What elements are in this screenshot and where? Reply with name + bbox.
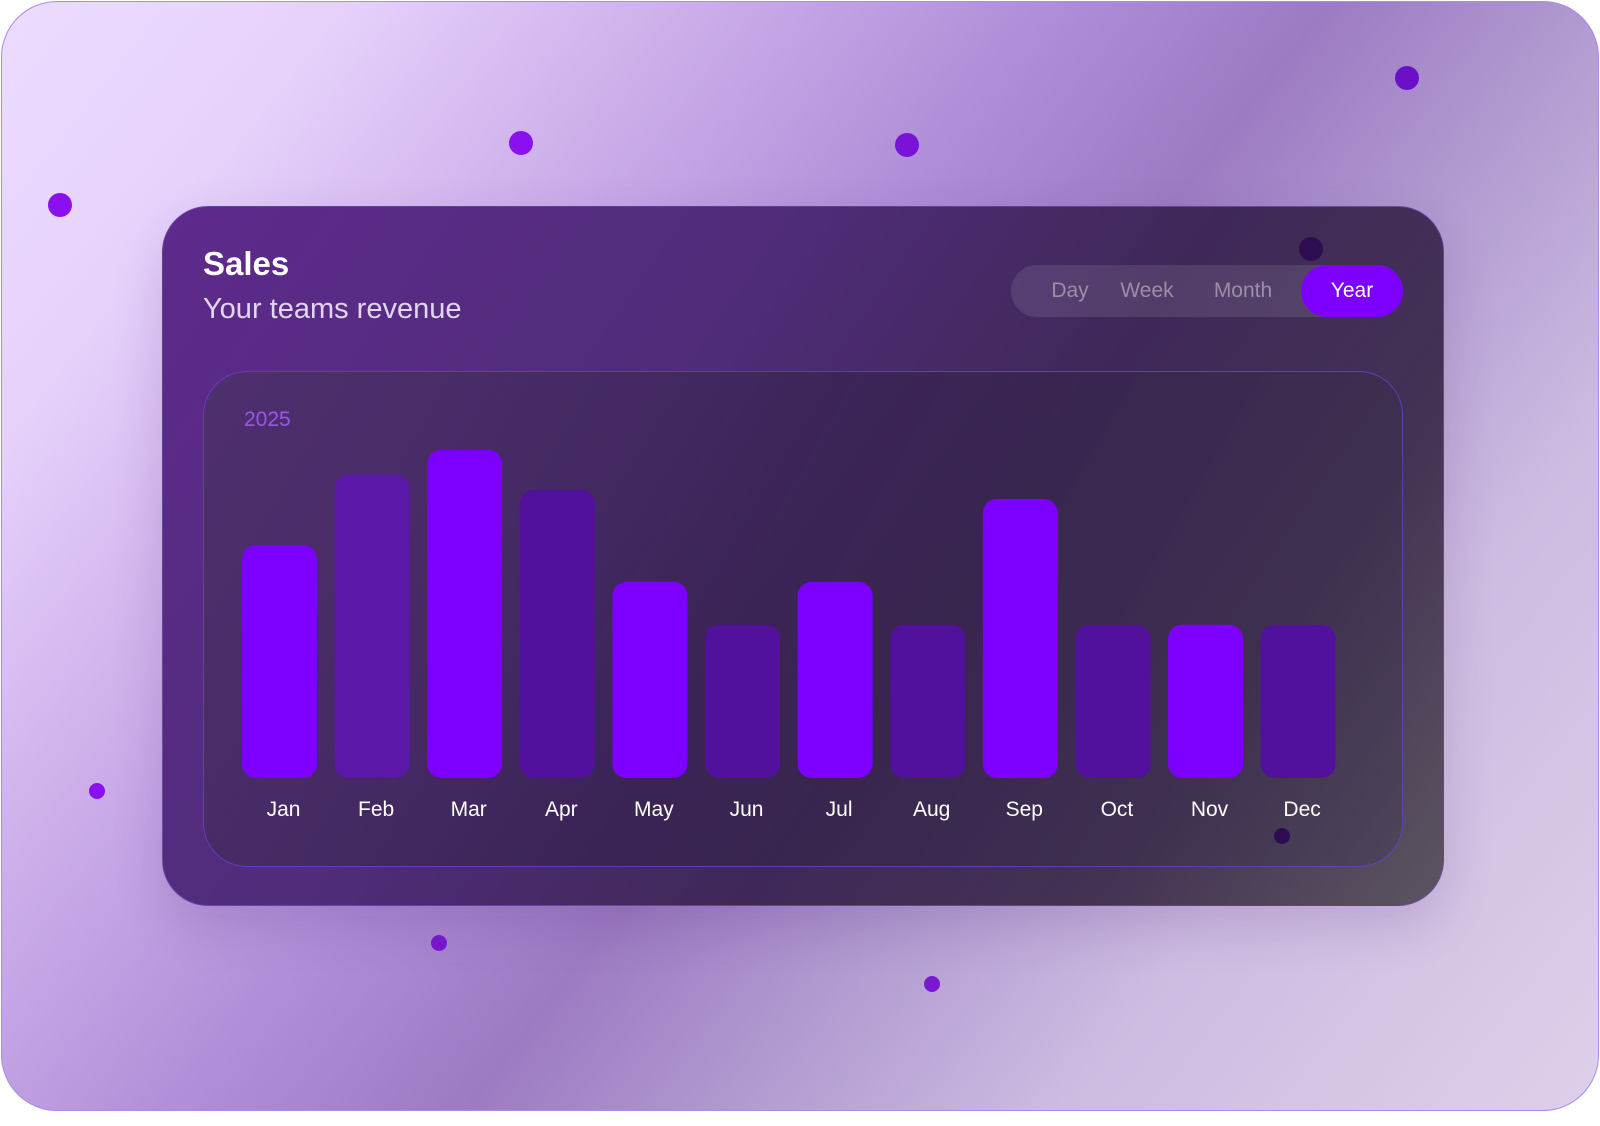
x-tick-label: Mar xyxy=(451,798,487,821)
chart-year-label: 2025 xyxy=(244,408,291,431)
card-subtitle: Your teams revenue xyxy=(203,293,462,325)
sales-card: Sales Your teams revenue Day Week Month … xyxy=(162,206,1444,906)
card-title: Sales xyxy=(203,245,290,282)
x-tick-label: Oct xyxy=(1101,798,1134,821)
decorative-dot xyxy=(924,976,940,992)
x-tick-label: Jun xyxy=(730,798,764,821)
decorative-dot xyxy=(89,783,105,799)
bar-may[interactable] xyxy=(612,581,688,778)
bar-mar[interactable] xyxy=(427,450,503,778)
bar-jun[interactable] xyxy=(705,624,780,778)
x-tick-label: Feb xyxy=(358,798,394,821)
x-tick-label: Jan xyxy=(267,798,301,821)
decorative-dot xyxy=(1395,66,1419,90)
tab-week[interactable]: Week xyxy=(1120,279,1174,302)
bar-sep[interactable] xyxy=(982,499,1058,778)
bar-aug[interactable] xyxy=(890,624,966,778)
tab-year[interactable]: Year xyxy=(1301,265,1403,317)
bar-apr[interactable] xyxy=(519,489,595,778)
bar-jan[interactable] xyxy=(242,545,317,778)
range-tabs: Day Week Month Year xyxy=(1011,265,1403,317)
decorative-dot xyxy=(509,131,533,155)
decorative-dot xyxy=(48,193,72,217)
decorative-dot xyxy=(431,935,447,951)
x-tick-label: Nov xyxy=(1191,798,1229,821)
x-tick-label: May xyxy=(634,798,674,821)
x-tick-label: Apr xyxy=(545,798,578,821)
chart-panel: 2025 Jan Feb Mar Apr May Jun Jul Aug Sep Oct Nov De… xyxy=(203,371,1403,867)
decorative-dot xyxy=(895,133,919,157)
bar-chart: Jan Feb Mar Apr May Jun Jul Aug Sep Oct Nov Dec xyxy=(242,450,1336,821)
decorative-dot xyxy=(1274,828,1290,844)
bar-dec[interactable] xyxy=(1260,624,1336,778)
x-tick-label: Dec xyxy=(1283,798,1320,821)
x-tick-label: Sep xyxy=(1006,798,1043,821)
x-tick-label: Jul xyxy=(826,798,853,821)
bar-feb[interactable] xyxy=(334,474,410,779)
x-tick-label: Aug xyxy=(913,798,950,821)
tab-month[interactable]: Month xyxy=(1213,279,1273,302)
tab-day[interactable]: Day xyxy=(1051,279,1089,302)
bar-jul[interactable] xyxy=(797,581,873,778)
decorative-dot xyxy=(1299,237,1323,261)
bar-nov[interactable] xyxy=(1168,624,1243,778)
bar-oct[interactable] xyxy=(1075,624,1151,778)
